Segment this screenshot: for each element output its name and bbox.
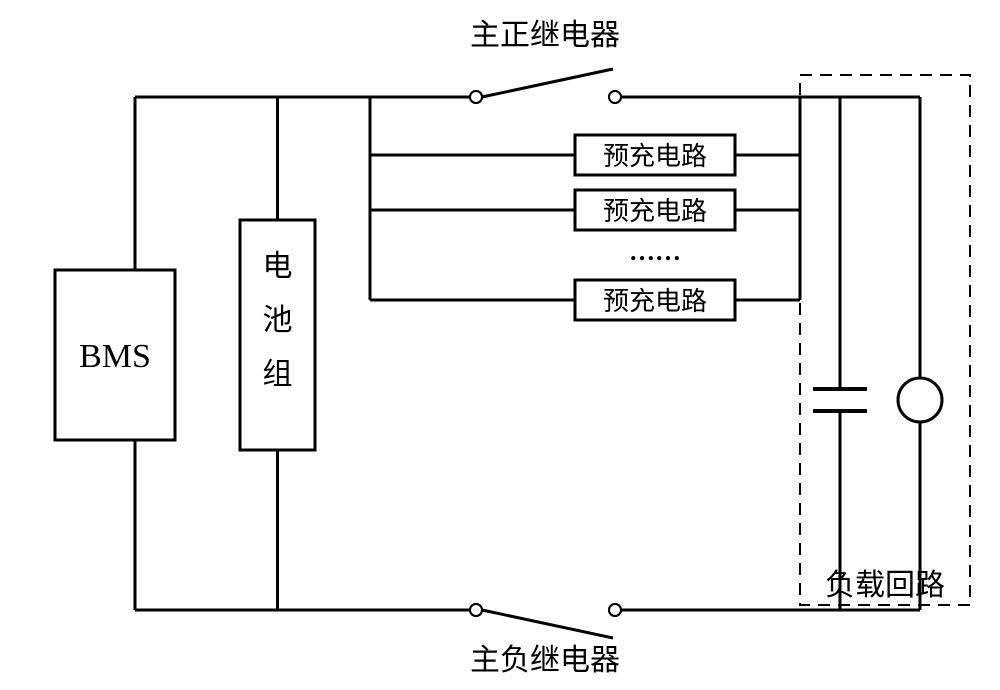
main-positive-relay-label: 主正继电器 [470,19,620,52]
circuit-diagram: BMS电池组负载回路预充电路预充电路预充电路……主正继电器主负继电器 [0,0,1000,690]
main-negative-relay-label: 主负继电器 [470,644,620,677]
battery-label-char: 池 [263,304,293,337]
load-circuit-label: 负载回路 [825,569,945,602]
source-symbol [898,378,942,422]
bms-label: BMS [79,338,151,375]
battery-label-char: 组 [263,358,293,391]
precharge-label: 预充电路 [603,287,707,316]
battery-label-char: 电 [263,250,293,283]
precharge-label: 预充电路 [603,197,707,226]
ellipsis: …… [629,237,681,266]
precharge-label: 预充电路 [603,142,707,171]
load-circuit-box [800,75,970,605]
